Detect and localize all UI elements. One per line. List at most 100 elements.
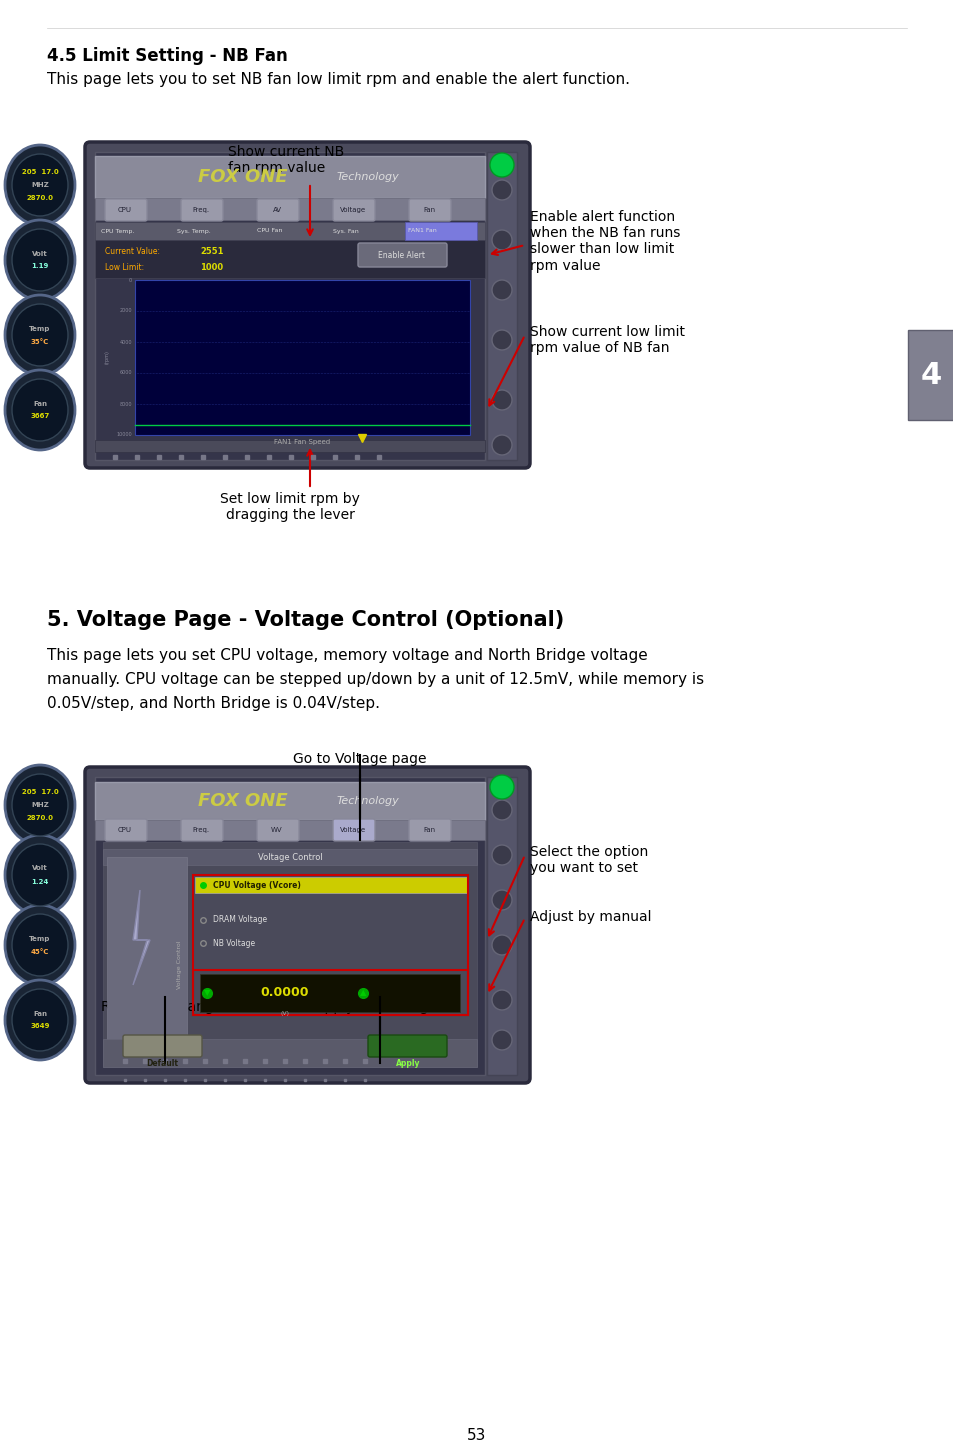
Text: 8000: 8000: [119, 402, 132, 407]
Text: Sys. Temp.: Sys. Temp.: [177, 228, 211, 234]
FancyBboxPatch shape: [181, 199, 223, 221]
FancyBboxPatch shape: [409, 199, 451, 221]
FancyBboxPatch shape: [105, 819, 147, 841]
Text: Fan: Fan: [422, 208, 435, 213]
Ellipse shape: [5, 980, 75, 1060]
FancyBboxPatch shape: [333, 199, 375, 221]
Text: 2551: 2551: [200, 247, 223, 257]
Bar: [193, 876, 468, 1015]
FancyBboxPatch shape: [357, 242, 447, 267]
Bar: [95, 783, 484, 820]
Text: WV: WV: [271, 828, 282, 833]
Bar: [95, 777, 484, 1074]
Text: MHZ: MHZ: [31, 182, 49, 187]
Text: MHZ: MHZ: [31, 802, 49, 807]
Ellipse shape: [5, 835, 75, 915]
Bar: [193, 970, 468, 1015]
Circle shape: [492, 229, 512, 250]
Text: 4: 4: [920, 360, 941, 389]
Circle shape: [492, 330, 512, 350]
Text: 3649: 3649: [30, 1024, 50, 1029]
Text: This page lets you set CPU voltage, memory voltage and North Bridge voltage: This page lets you set CPU voltage, memo…: [47, 648, 647, 664]
Ellipse shape: [12, 844, 68, 906]
Text: 1.24: 1.24: [31, 878, 49, 884]
Circle shape: [492, 990, 512, 1011]
Ellipse shape: [5, 765, 75, 845]
Text: CPU Temp.: CPU Temp.: [101, 228, 134, 234]
Text: Freq.: Freq.: [193, 208, 210, 213]
Text: FAN1 Fan: FAN1 Fan: [407, 228, 436, 234]
Text: ▼: ▼: [204, 989, 210, 998]
Bar: [200, 974, 459, 1012]
FancyBboxPatch shape: [333, 819, 375, 841]
Text: 35°C: 35°C: [30, 338, 49, 344]
Circle shape: [492, 845, 512, 865]
Text: Volt: Volt: [32, 251, 48, 257]
Text: Voltage: Voltage: [339, 208, 366, 213]
Circle shape: [492, 890, 512, 910]
Text: 4.5 Limit Setting - NB Fan: 4.5 Limit Setting - NB Fan: [47, 46, 288, 65]
FancyBboxPatch shape: [123, 1035, 202, 1057]
Text: 2870.0: 2870.0: [27, 195, 53, 200]
Text: 53: 53: [467, 1427, 486, 1442]
Text: CPU Voltage (Vcore): CPU Voltage (Vcore): [213, 880, 300, 890]
Bar: [486, 777, 517, 1074]
Ellipse shape: [5, 221, 75, 301]
Bar: [95, 152, 484, 460]
Ellipse shape: [12, 303, 68, 366]
FancyBboxPatch shape: [256, 199, 298, 221]
Ellipse shape: [12, 154, 68, 216]
Text: Voltage Control: Voltage Control: [257, 852, 322, 861]
Bar: [103, 849, 476, 865]
Bar: [486, 152, 517, 460]
Circle shape: [490, 152, 514, 177]
Text: 0: 0: [129, 277, 132, 283]
FancyBboxPatch shape: [105, 199, 147, 221]
Text: Freq.: Freq.: [193, 828, 210, 833]
Bar: [95, 820, 484, 841]
Text: CPU: CPU: [118, 208, 132, 213]
Bar: [103, 842, 476, 1067]
Circle shape: [492, 1029, 512, 1050]
Circle shape: [492, 391, 512, 409]
Bar: [907, 330, 953, 420]
Ellipse shape: [5, 295, 75, 375]
Text: 4000: 4000: [119, 340, 132, 344]
Text: Show current low limit
rpm value of NB fan: Show current low limit rpm value of NB f…: [530, 325, 684, 356]
Text: (V): (V): [280, 1011, 289, 1015]
Ellipse shape: [12, 229, 68, 290]
FancyBboxPatch shape: [409, 819, 451, 841]
Ellipse shape: [5, 370, 75, 450]
Text: NB Voltage: NB Voltage: [213, 938, 254, 948]
Text: ▲: ▲: [359, 989, 366, 998]
Text: Sys. Fan: Sys. Fan: [333, 228, 358, 234]
Text: 5. Voltage Page - Voltage Control (Optional): 5. Voltage Page - Voltage Control (Optio…: [47, 610, 563, 630]
Bar: [107, 857, 187, 1057]
Text: This page lets you to set NB fan low limit rpm and enable the alert function.: This page lets you to set NB fan low lim…: [47, 73, 629, 87]
Text: 205  17.0: 205 17.0: [22, 168, 58, 176]
Text: Adjust by manual: Adjust by manual: [530, 910, 651, 923]
Bar: [95, 240, 484, 277]
Ellipse shape: [5, 905, 75, 984]
Text: Reset the changes: Reset the changes: [101, 1000, 229, 1013]
Text: FOX ONE: FOX ONE: [198, 791, 288, 810]
Text: CPU: CPU: [118, 828, 132, 833]
Bar: [95, 440, 484, 452]
Text: 2000: 2000: [119, 308, 132, 314]
Text: Temp: Temp: [30, 325, 51, 331]
Text: 3667: 3667: [30, 414, 50, 420]
Text: (rpm): (rpm): [105, 350, 110, 364]
Text: Temp: Temp: [30, 935, 51, 941]
Bar: [95, 222, 484, 240]
Text: Low Limit:: Low Limit:: [105, 263, 144, 273]
Circle shape: [490, 775, 514, 799]
Ellipse shape: [12, 379, 68, 441]
Text: CPU Fan: CPU Fan: [257, 228, 282, 234]
Text: Current Value:: Current Value:: [105, 247, 160, 257]
Text: Volt: Volt: [32, 865, 48, 871]
Text: Go to Voltage page: Go to Voltage page: [293, 752, 426, 767]
Circle shape: [492, 180, 512, 200]
Text: 0.0000: 0.0000: [260, 986, 309, 999]
Ellipse shape: [12, 913, 68, 976]
Text: Set low limit rpm by
dragging the lever: Set low limit rpm by dragging the lever: [220, 492, 359, 523]
